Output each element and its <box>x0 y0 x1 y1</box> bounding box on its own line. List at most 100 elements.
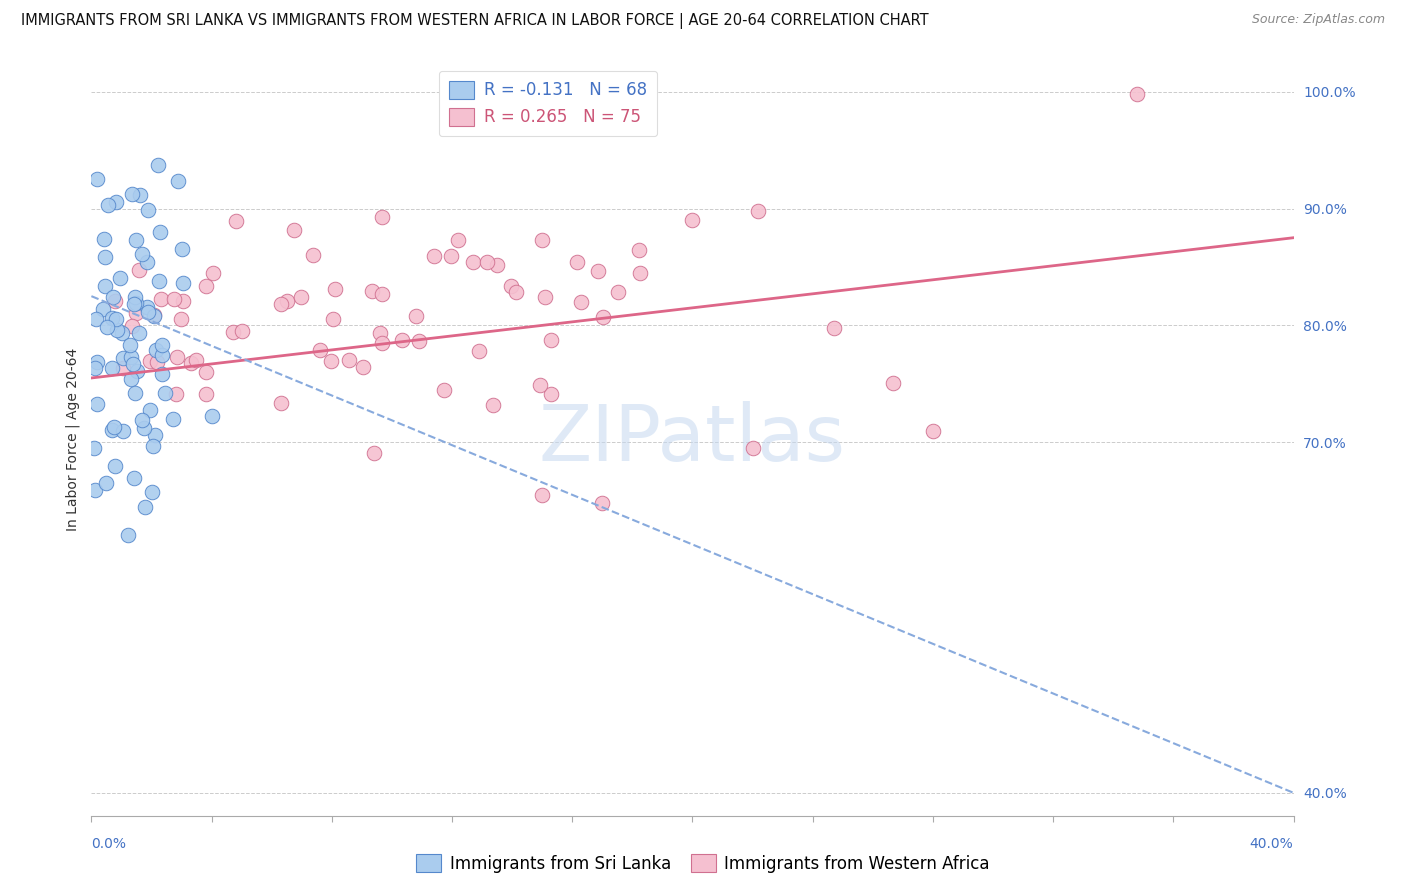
Point <box>405 310 427 324</box>
Point <box>149 225 172 239</box>
Point <box>201 266 224 280</box>
Point <box>136 301 159 315</box>
Point <box>131 413 153 427</box>
Point <box>111 326 134 340</box>
Point <box>231 324 253 338</box>
Point <box>83 361 105 376</box>
Point <box>477 255 499 269</box>
Point <box>540 387 562 401</box>
Point <box>323 282 346 296</box>
Point <box>276 294 298 309</box>
Point <box>120 372 142 386</box>
Point <box>121 318 143 333</box>
Point <box>741 441 763 455</box>
Point <box>195 278 218 293</box>
Point <box>83 442 105 456</box>
Point <box>165 386 187 401</box>
Point <box>533 289 555 303</box>
Point <box>586 264 609 278</box>
Point <box>112 360 135 375</box>
Point <box>823 320 845 334</box>
Point <box>128 263 150 277</box>
Point <box>125 306 148 320</box>
Point <box>83 483 105 497</box>
Point <box>172 294 194 309</box>
Point <box>681 213 703 227</box>
Point <box>371 336 394 351</box>
Point <box>308 343 330 358</box>
Point <box>101 310 124 325</box>
Point <box>143 309 166 323</box>
Point <box>882 376 904 390</box>
Point <box>146 158 169 172</box>
Point <box>439 249 461 263</box>
Point <box>97 198 120 212</box>
Point <box>628 266 651 280</box>
Point <box>122 471 145 485</box>
Point <box>122 297 145 311</box>
Point <box>104 312 127 326</box>
Point <box>201 409 224 424</box>
Point <box>142 308 165 322</box>
Point <box>145 343 167 357</box>
Point <box>117 528 139 542</box>
Point <box>96 320 118 334</box>
Point <box>360 285 382 299</box>
Point <box>222 326 245 340</box>
Point <box>124 290 146 304</box>
Point <box>467 344 489 359</box>
Point <box>139 402 162 417</box>
Point <box>103 420 125 434</box>
Point <box>290 290 312 304</box>
Point <box>225 214 247 228</box>
Point <box>93 301 115 316</box>
Point <box>368 326 391 340</box>
Point <box>129 187 152 202</box>
Point <box>107 322 129 336</box>
Point <box>322 311 344 326</box>
Point <box>101 290 124 304</box>
Point <box>166 350 188 364</box>
Point <box>486 258 509 272</box>
Text: IMMIGRANTS FROM SRI LANKA VS IMMIGRANTS FROM WESTERN AFRICA IN LABOR FORCE | AGE: IMMIGRANTS FROM SRI LANKA VS IMMIGRANTS … <box>21 13 929 29</box>
Point <box>391 333 413 347</box>
Point <box>447 233 470 247</box>
Point <box>747 203 769 218</box>
Point <box>607 285 630 299</box>
Point <box>120 350 142 364</box>
Point <box>121 186 143 201</box>
Text: ZIPatlas: ZIPatlas <box>538 401 846 477</box>
Point <box>150 367 173 381</box>
Point <box>432 383 454 397</box>
Point <box>627 243 650 257</box>
Point <box>142 439 165 453</box>
Point <box>93 232 115 246</box>
Point <box>136 305 159 319</box>
Point <box>408 334 430 349</box>
Point <box>86 172 108 186</box>
Point <box>195 386 218 401</box>
Point <box>463 254 485 268</box>
Point <box>170 311 193 326</box>
Point <box>319 353 342 368</box>
Point <box>371 211 394 225</box>
Point <box>136 203 159 218</box>
Point <box>529 377 551 392</box>
Point <box>101 424 124 438</box>
Point <box>540 333 562 347</box>
Point <box>93 279 115 293</box>
Point <box>352 360 374 375</box>
Point <box>111 351 134 365</box>
Point <box>302 247 325 261</box>
Point <box>363 446 385 460</box>
Point <box>163 292 186 306</box>
Point <box>111 424 134 438</box>
Point <box>86 396 108 410</box>
Point <box>104 458 127 473</box>
Point <box>94 250 117 264</box>
Legend: R = -0.131   N = 68, R = 0.265   N = 75: R = -0.131 N = 68, R = 0.265 N = 75 <box>439 70 657 136</box>
Point <box>108 271 131 285</box>
Point <box>569 295 592 310</box>
Point <box>146 354 169 368</box>
Point <box>1126 87 1149 101</box>
